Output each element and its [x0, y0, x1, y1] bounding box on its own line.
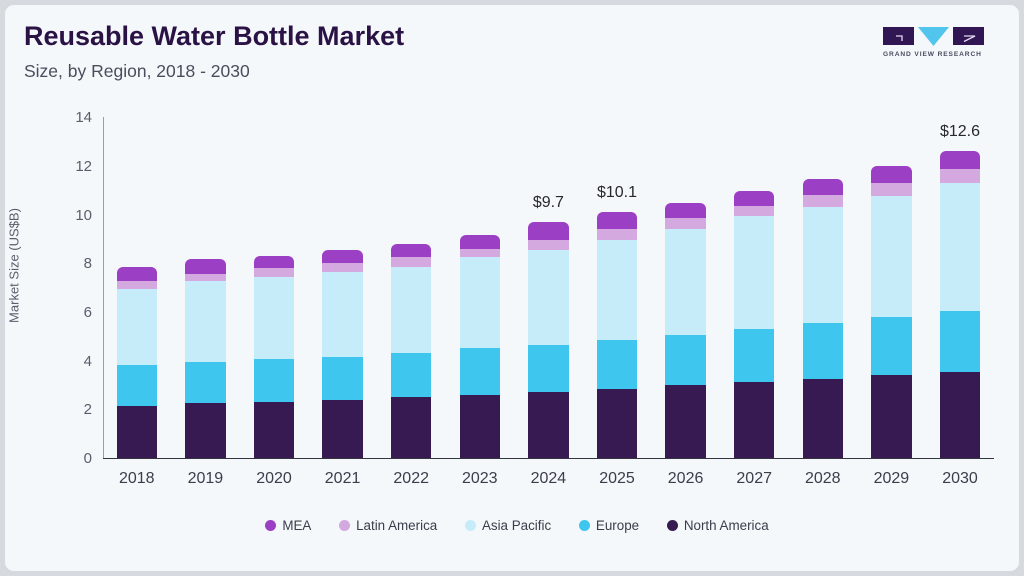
svg-text:GRAND VIEW RESEARCH: GRAND VIEW RESEARCH [883, 51, 982, 58]
